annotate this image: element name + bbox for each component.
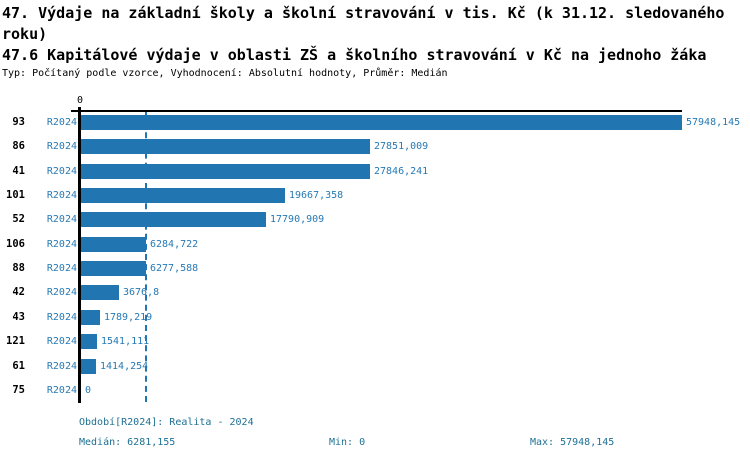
bar-value-label: 1541,111 (101, 336, 150, 347)
median-line (145, 112, 147, 402)
bar (81, 188, 285, 203)
bar (81, 310, 100, 325)
report-title: 47. Výdaje na základní školy a školní st… (2, 4, 725, 43)
row-category-label: 42 (12, 286, 25, 298)
row-category-label: 121 (6, 335, 25, 347)
axis-origin-label: 0 (76, 95, 84, 106)
bar-value-label: 27851,009 (374, 141, 429, 152)
footer-median: Medián: 6281,155 (79, 437, 176, 448)
row-category-label: 61 (12, 360, 25, 372)
row-category-label: 41 (12, 165, 25, 177)
footer-min: Min: 0 (329, 437, 366, 448)
bar (81, 261, 146, 276)
row-category-label: 101 (6, 189, 25, 201)
row-period-label: R2024 (46, 190, 77, 201)
bar-value-label: 6277,588 (150, 263, 199, 274)
bar (81, 359, 96, 374)
bar (81, 164, 370, 179)
row-category-label: 93 (12, 116, 25, 128)
row-category-label: 86 (12, 140, 25, 152)
row-period-label: R2024 (46, 385, 77, 396)
row-category-label: 88 (12, 262, 25, 274)
row-period-label: R2024 (46, 312, 77, 323)
report-meta-line: Typ: Počítaný podle vzorce, Vyhodnocení:… (2, 68, 448, 79)
bar (81, 237, 146, 252)
bar (81, 334, 97, 349)
row-category-label: 106 (6, 238, 25, 250)
row-category-label: 75 (12, 384, 25, 396)
bar-value-label: 19667,358 (289, 190, 344, 201)
bar-value-label: 1789,219 (104, 312, 153, 323)
x-axis-line (71, 110, 682, 112)
report-subtitle: 47.6 Kapitálové výdaje v oblasti ZŠ a šk… (2, 46, 707, 64)
row-period-label: R2024 (46, 214, 77, 225)
bar-value-label: 3676,8 (123, 287, 160, 298)
bar-value-label: 57948,145 (686, 117, 741, 128)
bar-value-label: 27846,241 (374, 166, 429, 177)
row-period-label: R2024 (46, 287, 77, 298)
bar (81, 285, 119, 300)
bar-value-label: 17790,909 (270, 214, 325, 225)
row-category-label: 52 (12, 213, 25, 225)
row-period-label: R2024 (46, 336, 77, 347)
row-period-label: R2024 (46, 361, 77, 372)
footer-period-info: Období[R2024]: Realita - 2024 (79, 417, 254, 428)
row-period-label: R2024 (46, 263, 77, 274)
row-period-label: R2024 (46, 117, 77, 128)
row-category-label: 43 (12, 311, 25, 323)
row-period-label: R2024 (46, 166, 77, 177)
footer-max: Max: 57948,145 (530, 437, 615, 448)
bar (81, 212, 266, 227)
bar-value-label: 6284,722 (150, 239, 199, 250)
bar (81, 139, 370, 154)
bar-value-label: 0 (85, 385, 92, 396)
row-period-label: R2024 (46, 239, 77, 250)
row-period-label: R2024 (46, 141, 77, 152)
y-axis-line (78, 107, 81, 403)
bar (81, 115, 682, 130)
bar-value-label: 1414,254 (100, 361, 149, 372)
